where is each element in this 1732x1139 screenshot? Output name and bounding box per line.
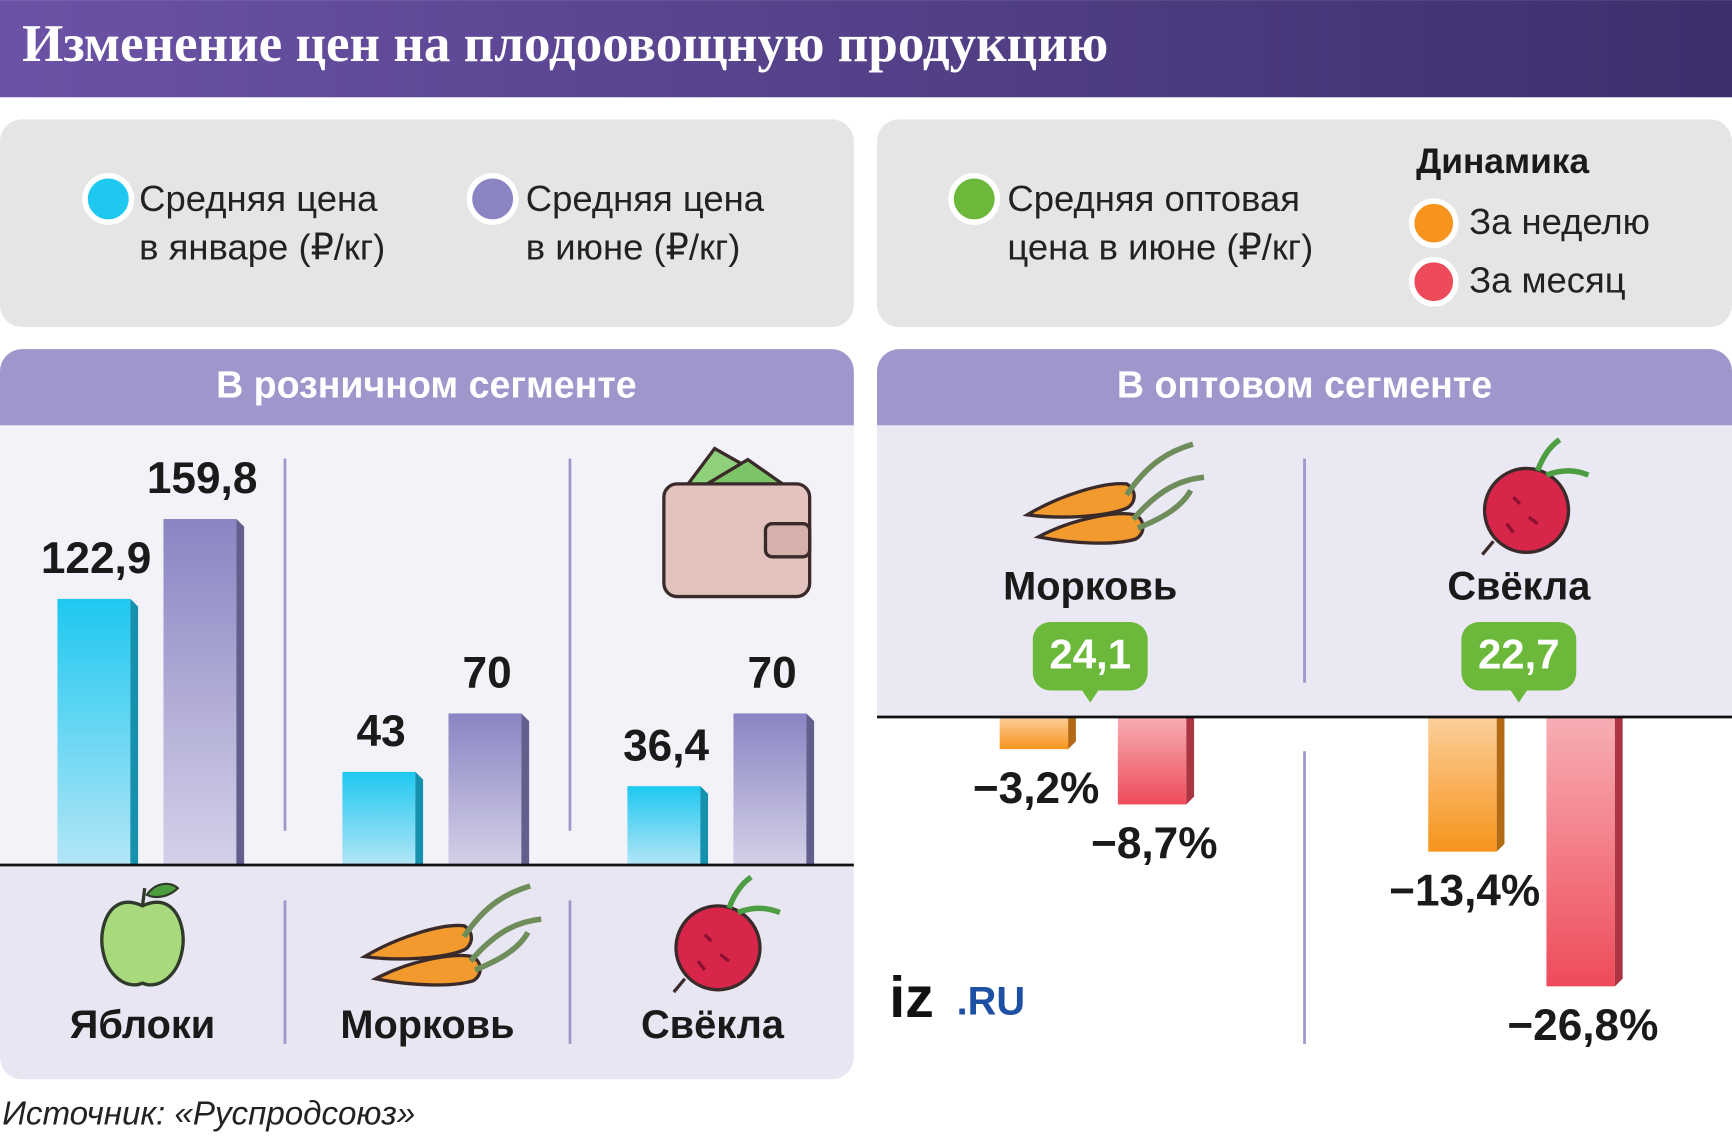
legend-label: Средняя оптовая цена в июне (₽/кг) xyxy=(1007,177,1314,268)
bar-side-shade xyxy=(1068,716,1076,750)
legend-box xyxy=(877,119,1732,328)
bar-side xyxy=(130,598,139,865)
bubble-pointer xyxy=(1509,689,1528,703)
category-label: Морковь xyxy=(340,1003,514,1047)
bar xyxy=(999,716,1069,750)
bar-side-shade xyxy=(236,519,245,865)
panel-title: В оптовом сегменте xyxy=(1117,364,1492,406)
category-label: Свёкла xyxy=(1447,564,1591,608)
value-label: 122,9 xyxy=(41,534,152,583)
bar-side xyxy=(415,771,424,865)
legend-swatch xyxy=(1408,256,1459,307)
bar xyxy=(342,771,416,865)
bubble-value: 24,1 xyxy=(1049,630,1131,677)
panel-header xyxy=(877,349,1732,426)
value-label: 159,8 xyxy=(147,454,258,503)
title-bar xyxy=(0,0,1732,98)
legend-label: Средняя цена в июне (₽/кг) xyxy=(525,177,765,268)
bar xyxy=(733,713,807,865)
bar xyxy=(163,519,237,865)
bar-side-shade xyxy=(1496,716,1505,852)
bar-side xyxy=(521,713,530,865)
wallet-icon xyxy=(662,446,812,599)
bar-side xyxy=(1186,716,1195,805)
page-title: Изменение цен на плодоовощную продукцию xyxy=(22,15,1108,73)
category-label: Свёкла xyxy=(641,1003,785,1047)
bar-side xyxy=(1496,716,1505,852)
category-label: Морковь xyxy=(1003,564,1177,608)
legend-swatch xyxy=(1408,198,1459,249)
bar xyxy=(57,598,131,865)
legend-label-box: Средняя оптовая цена в июне (₽/кг) xyxy=(1007,177,1314,268)
logo-mark: iz xyxy=(889,966,934,1030)
legend-label: За неделю xyxy=(1469,201,1650,242)
bar-side-shade xyxy=(700,786,709,865)
value-label: 70 xyxy=(748,649,797,698)
legend-swatch xyxy=(82,172,135,225)
bar-side xyxy=(236,519,245,865)
bar-side-shade xyxy=(1186,716,1195,805)
value-label: −8,7% xyxy=(1091,819,1217,868)
legend-swatch xyxy=(948,172,1001,225)
legend-label-box: Средняя цена в январе (₽/кг) xyxy=(139,177,386,268)
bar xyxy=(627,786,701,865)
bar-side-shade xyxy=(806,713,815,865)
bar xyxy=(1428,716,1497,852)
bubble-pointer xyxy=(1081,689,1100,703)
bar-side xyxy=(1068,716,1076,750)
legend-label: За месяц xyxy=(1469,259,1626,300)
bar-side-shade xyxy=(521,713,530,865)
bar-side-shade xyxy=(415,771,424,865)
bar xyxy=(1117,716,1187,805)
value-label: 36,4 xyxy=(623,721,709,770)
legend-title: Динамика xyxy=(1416,142,1589,181)
value-label: 43 xyxy=(357,707,406,756)
value-label: −26,8% xyxy=(1507,1001,1658,1050)
bar-side-shade xyxy=(1614,716,1623,987)
bar-side xyxy=(1614,716,1623,987)
bubble-value: 22,7 xyxy=(1478,630,1560,677)
value-label: −3,2% xyxy=(973,764,1099,813)
bar-side xyxy=(806,713,815,865)
bar xyxy=(448,713,522,865)
category-label: Яблоки xyxy=(70,1003,215,1047)
value-label: 70 xyxy=(463,649,512,698)
logo-suffix: .RU xyxy=(957,980,1025,1024)
logo-box xyxy=(878,954,1053,1043)
panel-title: В розничном сегменте xyxy=(216,364,636,406)
price-bubble xyxy=(1032,621,1148,691)
panel-header xyxy=(0,349,854,426)
legend-label: Средняя цена в январе (₽/кг) xyxy=(139,177,386,268)
price-bubble xyxy=(1461,621,1577,691)
source: Источник: «Руспродсоюз» xyxy=(2,1095,415,1132)
value-label: −13,4% xyxy=(1389,866,1540,915)
bar-side xyxy=(700,786,709,865)
legend-swatch xyxy=(466,172,519,225)
legend-label-box: Средняя цена в июне (₽/кг) xyxy=(525,177,765,268)
legend-box xyxy=(0,119,854,328)
bar xyxy=(1546,716,1615,987)
bar-side-shade xyxy=(130,598,139,865)
